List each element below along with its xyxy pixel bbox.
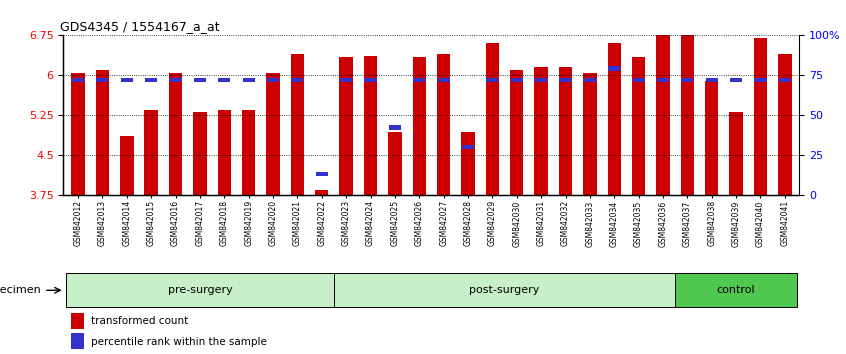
Bar bbox=[462, 144, 474, 149]
Bar bbox=[96, 70, 109, 195]
Bar bbox=[632, 57, 645, 195]
Text: specimen: specimen bbox=[0, 285, 41, 295]
Bar bbox=[66, 273, 334, 307]
Bar bbox=[365, 78, 376, 82]
Bar bbox=[584, 78, 596, 82]
Bar bbox=[413, 78, 426, 82]
Text: percentile rank within the sample: percentile rank within the sample bbox=[91, 337, 267, 347]
Bar bbox=[145, 110, 158, 195]
Bar bbox=[437, 78, 450, 82]
Bar bbox=[217, 110, 231, 195]
Bar bbox=[96, 78, 108, 82]
Bar bbox=[71, 313, 84, 329]
Bar bbox=[266, 73, 280, 195]
Bar bbox=[413, 57, 426, 195]
Bar bbox=[536, 78, 547, 82]
Bar bbox=[389, 125, 401, 130]
Bar bbox=[334, 273, 675, 307]
Bar bbox=[511, 78, 523, 82]
Bar bbox=[656, 35, 670, 195]
Bar bbox=[364, 56, 377, 195]
Bar bbox=[559, 67, 572, 195]
Bar bbox=[267, 78, 279, 82]
Bar bbox=[339, 57, 353, 195]
Bar bbox=[559, 78, 572, 82]
Bar bbox=[583, 73, 596, 195]
Bar bbox=[461, 132, 475, 195]
Bar bbox=[681, 78, 694, 82]
Bar bbox=[510, 70, 524, 195]
Bar bbox=[71, 73, 85, 195]
Bar bbox=[146, 78, 157, 82]
Bar bbox=[754, 38, 767, 195]
Bar bbox=[705, 80, 718, 195]
Bar bbox=[486, 78, 498, 82]
Bar bbox=[607, 44, 621, 195]
Bar bbox=[706, 78, 717, 82]
Bar bbox=[72, 78, 84, 82]
Bar bbox=[169, 78, 182, 82]
Bar bbox=[388, 132, 402, 195]
Bar bbox=[755, 78, 766, 82]
Bar bbox=[437, 54, 450, 195]
Text: post-surgery: post-surgery bbox=[470, 285, 540, 295]
Bar bbox=[633, 78, 645, 82]
Text: pre-surgery: pre-surgery bbox=[168, 285, 233, 295]
Bar bbox=[243, 78, 255, 82]
Bar bbox=[169, 73, 182, 195]
Bar bbox=[486, 44, 499, 195]
Bar bbox=[71, 333, 84, 349]
Text: transformed count: transformed count bbox=[91, 316, 189, 326]
Bar bbox=[193, 113, 206, 195]
Bar bbox=[657, 78, 669, 82]
Bar bbox=[315, 190, 328, 195]
Bar bbox=[778, 54, 792, 195]
Bar bbox=[730, 78, 742, 82]
Text: GDS4345 / 1554167_a_at: GDS4345 / 1554167_a_at bbox=[60, 20, 219, 33]
Bar bbox=[218, 78, 230, 82]
Bar bbox=[316, 172, 327, 176]
Bar bbox=[242, 110, 255, 195]
Bar bbox=[608, 67, 620, 71]
Bar bbox=[535, 67, 548, 195]
Text: control: control bbox=[717, 285, 755, 295]
Bar bbox=[340, 78, 352, 82]
Bar bbox=[194, 78, 206, 82]
Bar bbox=[291, 78, 304, 82]
Bar bbox=[675, 273, 797, 307]
Bar bbox=[681, 35, 694, 195]
Bar bbox=[121, 78, 133, 82]
Bar bbox=[729, 113, 743, 195]
Bar bbox=[120, 136, 134, 195]
Bar bbox=[291, 54, 304, 195]
Bar bbox=[779, 78, 791, 82]
